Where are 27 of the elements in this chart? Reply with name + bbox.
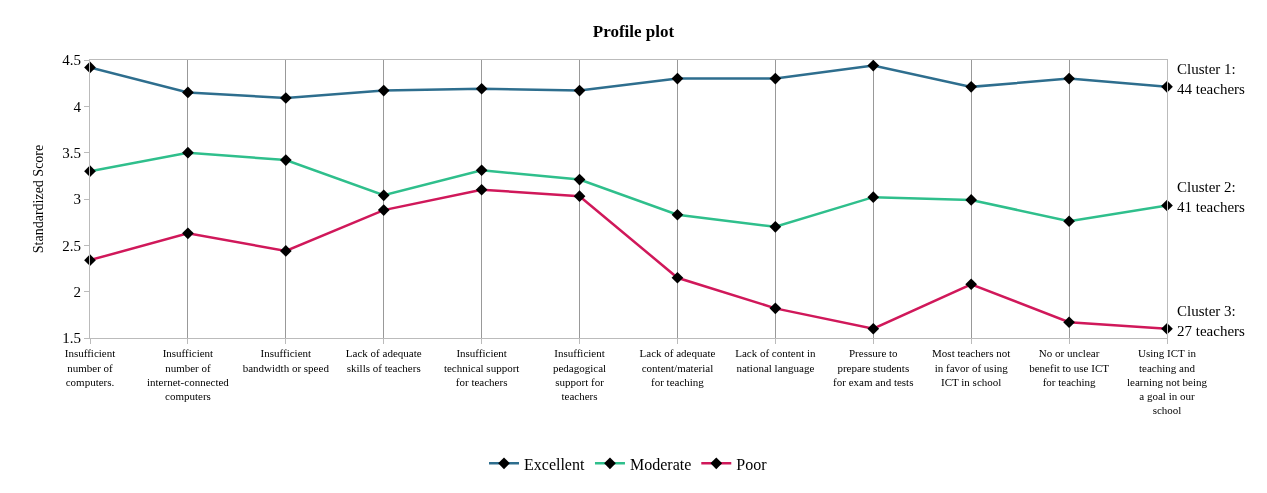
chart-title: Profile plot: [592, 21, 675, 41]
annotation: Cluster 2: 41 teachers: [1177, 179, 1246, 215]
legend-label: Moderate: [629, 455, 692, 473]
legend-label: Poor: [736, 455, 768, 473]
y-tick-label: 4: [73, 98, 82, 115]
x-tick-label: No or unclear benefit to use ICT for teaching: [1029, 347, 1110, 388]
x-tick-label: Pressure to prepare students for exam and tests: [833, 347, 914, 388]
y-axis-title: Standardized Score: [30, 144, 46, 254]
y-tick-label: 2: [73, 283, 81, 300]
annotation: Cluster 3: 27 teachers: [1177, 303, 1246, 339]
x-tick-label: Insufficient number of computers.: [64, 347, 116, 388]
x-tick-label: Insufficient pedagogical support for teachers: [552, 347, 607, 403]
x-tick-label: Insufficient technical support for teachers: [443, 347, 520, 388]
x-tick-label: Most teachers not in favor of using ICT in school: [932, 347, 1011, 388]
y-tick-label: 4.5: [62, 52, 81, 69]
x-tick-label: Insufficient bandwidth or speed: [242, 347, 330, 374]
x-tick-label: Insufficient number of internet-connected computers: [146, 347, 230, 403]
x-tick-label: Lack of adequate content/material for teaching: [639, 347, 716, 388]
x-tick-label: Lack of content in national language: [735, 347, 817, 374]
y-tick-label: 1.5: [62, 330, 81, 347]
y-tick-label: 3: [73, 191, 81, 208]
x-tick-label: Using ICT in teaching and learning not being a goal in our school: [1126, 347, 1208, 417]
y-tick-label: 2.5: [62, 237, 81, 254]
legend-label: Excellent: [524, 455, 585, 473]
annotation: Cluster 1: 44 teachers: [1177, 61, 1246, 97]
x-tick-label: Lack of adequate skills of teachers: [345, 347, 422, 374]
y-tick-label: 3.5: [62, 144, 81, 161]
